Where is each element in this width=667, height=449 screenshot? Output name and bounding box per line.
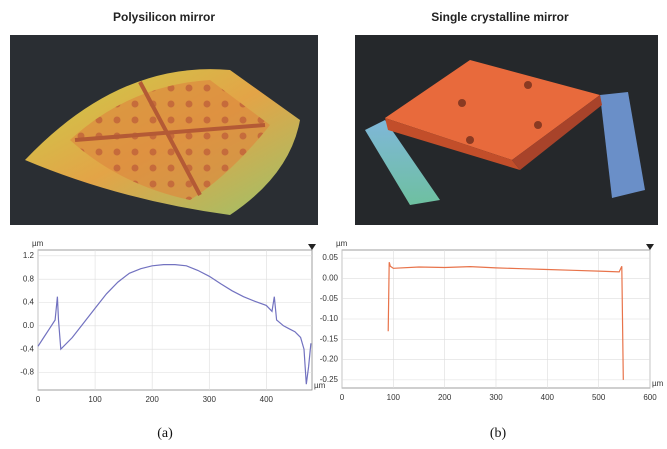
- x-tick-label: 600: [643, 393, 657, 402]
- x-axis-label: µm: [652, 379, 664, 388]
- x-tick-label: 400: [260, 395, 274, 404]
- y-tick-label: -0.15: [320, 334, 339, 343]
- x-tick-label: 0: [340, 393, 345, 402]
- y-tick-label: 0.0: [23, 321, 35, 330]
- plot-area: [38, 250, 312, 390]
- y-tick-label: -0.20: [320, 355, 339, 364]
- marker-triangle: [308, 244, 316, 250]
- y-tick-label: -0.10: [320, 314, 339, 323]
- surface-image-b: [355, 35, 658, 225]
- x-tick-label: 400: [541, 393, 555, 402]
- x-tick-label: 500: [592, 393, 606, 402]
- y-tick-label: 0.00: [322, 274, 338, 283]
- y-tick-label: -0.05: [320, 294, 339, 303]
- x-tick-label: 0: [36, 395, 41, 404]
- x-tick-label: 200: [145, 395, 159, 404]
- y-tick-label: 0.05: [322, 253, 338, 262]
- y-tick-label: -0.4: [20, 344, 34, 353]
- x-tick-label: 300: [203, 395, 217, 404]
- x-tick-label: 200: [438, 393, 452, 402]
- x-tick-label: 100: [387, 393, 401, 402]
- image-title: Single crystalline mirror: [431, 10, 569, 24]
- image-title: Polysilicon mirror: [113, 10, 215, 24]
- marker-triangle: [646, 244, 654, 250]
- figure: Polysilicon mirror 1.2 0.8 0.4 0.0 -0.4 -0.8 0 1…: [0, 0, 667, 449]
- y-tick-label: -0.25: [320, 375, 339, 384]
- caption: (a): [157, 426, 173, 441]
- caption: (b): [490, 426, 507, 441]
- x-tick-label: 100: [88, 395, 102, 404]
- y-tick-label: 0.4: [23, 298, 35, 307]
- surface-image-a: [10, 35, 318, 225]
- y-tick-label: 0.8: [23, 274, 35, 283]
- y-tick-label: -0.8: [20, 368, 34, 377]
- y-axis-label: µm: [32, 239, 44, 248]
- x-tick-label: 300: [489, 393, 503, 402]
- y-axis-label: µm: [336, 239, 348, 248]
- y-tick-label: 1.2: [23, 251, 35, 260]
